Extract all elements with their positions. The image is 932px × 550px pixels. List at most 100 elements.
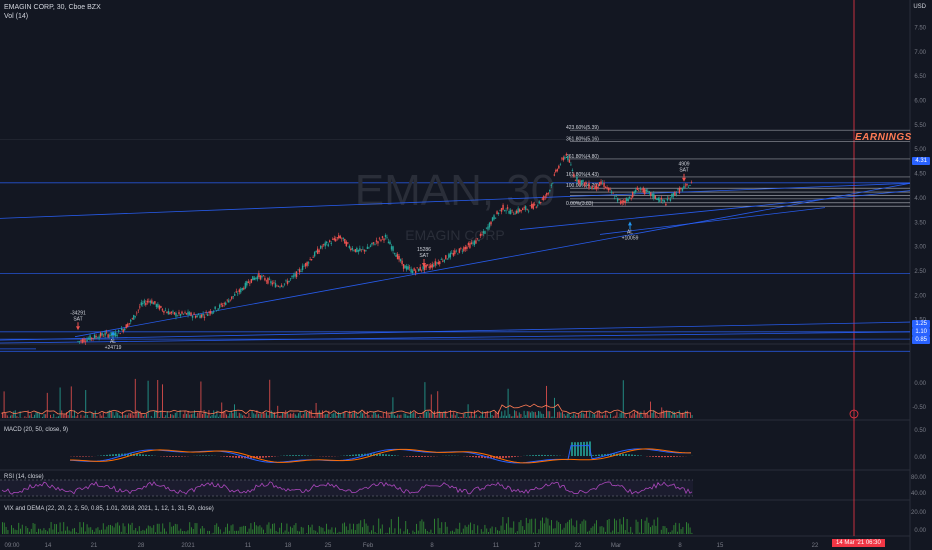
candle-body: [642, 187, 644, 193]
candle-body: [619, 201, 622, 204]
volume-bar: [670, 415, 672, 418]
candle-body: [188, 312, 191, 315]
vix-bar: [25, 526, 27, 534]
candle-body: [410, 268, 412, 273]
vix-label: VIX and DEMA (22, 20, 2, 2, 50, 0.85, 1.…: [4, 506, 214, 512]
vix-bar: [95, 528, 97, 534]
candle-body: [359, 248, 361, 252]
macd-histogram-bar: [142, 454, 144, 456]
volume-bar: [347, 413, 349, 418]
macd-histogram-bar: [619, 453, 621, 456]
volume-bar: [582, 413, 584, 418]
volume-bar: [442, 413, 443, 418]
vix-bar: [441, 522, 443, 534]
candle-body: [211, 312, 213, 314]
vix-bar: [347, 530, 349, 534]
vix-bar: [363, 519, 365, 534]
candle-body: [297, 269, 299, 271]
candle-body: [470, 242, 473, 244]
macd-histogram-bar: [409, 456, 411, 457]
volume-bar: [118, 415, 120, 418]
vix-bar: [138, 526, 140, 534]
macd-histogram-bar: [247, 456, 249, 459]
candle-body: [555, 169, 557, 172]
trend-lines[interactable]: [0, 182, 911, 350]
candle-body: [90, 337, 93, 339]
vix-bar: [507, 517, 509, 534]
crosshair-marker: [849, 409, 859, 419]
macd-histogram-bar: [469, 456, 471, 457]
macd-histogram-bar: [355, 454, 357, 456]
vix-bar: [677, 531, 678, 534]
vix-bar: [660, 529, 662, 534]
volume-bar: [354, 410, 355, 418]
volume-bar: [518, 412, 520, 418]
vix-bar: [525, 517, 527, 534]
volume-bar: [504, 410, 506, 418]
indicator-tick: 0.00: [914, 528, 926, 534]
vix-bar: [671, 530, 673, 534]
volume-bar: [474, 410, 475, 418]
candle-body: [365, 250, 367, 252]
volume-bar: [210, 416, 211, 418]
vix-bar: [135, 528, 137, 534]
volume-bar: [114, 415, 115, 418]
volume-bar: [558, 411, 560, 418]
macd-histogram-bar: [649, 456, 651, 457]
candle-body: [261, 275, 263, 278]
macd-histogram-bar: [613, 453, 615, 456]
candle-body: [496, 211, 498, 215]
vix-bar: [522, 526, 524, 534]
volume-bar: [117, 412, 119, 418]
candle-body: [585, 182, 587, 184]
volume-bar: [75, 416, 77, 418]
candle-body: [669, 198, 672, 201]
volume-bar: [192, 413, 194, 418]
volume-bar: [651, 413, 653, 418]
macd-histogram-bar: [127, 453, 129, 456]
vix-bar: [605, 531, 606, 534]
volume-bar: [286, 412, 288, 418]
crosshair-date-badge: 14 Mar '21 06:30: [832, 539, 885, 547]
volume-bar: [130, 413, 131, 418]
candle-body: [505, 210, 507, 212]
vix-bar: [632, 532, 633, 534]
vix-bar: [547, 518, 549, 534]
candle-body: [145, 302, 147, 306]
macd-line: [69, 444, 692, 464]
vix-bar: [628, 532, 630, 534]
vix-bar: [569, 519, 570, 534]
volume-bar: [314, 416, 315, 418]
candle-body: [662, 199, 664, 202]
candle-body: [508, 211, 510, 214]
candle-body: [500, 208, 503, 212]
macd-histogram-bar: [304, 455, 306, 456]
volume-bar: [642, 416, 643, 418]
candle-body: [600, 181, 602, 185]
macd-histogram-bar: [163, 456, 165, 457]
candle-body: [451, 252, 453, 254]
volume-bar: [395, 416, 397, 418]
volume-bar: [547, 411, 549, 418]
signal-label: AL: [627, 229, 633, 235]
volume-bar: [264, 412, 266, 418]
volume-bar: [486, 411, 488, 418]
vix-bar: [45, 529, 47, 534]
fib-label: 261.80%(4.80): [566, 154, 599, 160]
volume-bar: [602, 415, 603, 418]
volume-bar: [512, 416, 514, 418]
candle-body: [427, 264, 429, 266]
macd-histogram-bar: [541, 454, 543, 456]
candle-body: [203, 316, 206, 318]
macd-histogram-bar: [391, 454, 393, 456]
candle-body: [360, 249, 363, 251]
candle-body: [273, 281, 275, 283]
macd-histogram-bar: [385, 454, 387, 456]
volume-bar: [320, 413, 322, 418]
vix-bar: [516, 531, 518, 534]
macd-histogram-bar: [295, 455, 297, 456]
volume-bar: [638, 413, 640, 418]
volume-bar: [243, 414, 245, 418]
volume-bar: [440, 411, 442, 418]
